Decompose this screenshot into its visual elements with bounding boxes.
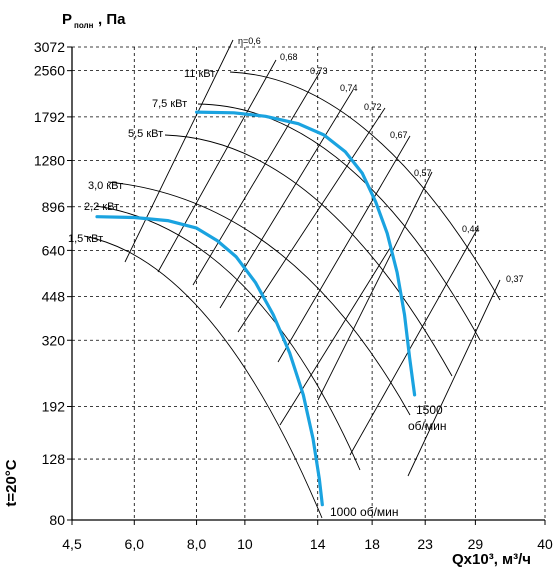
power-line — [107, 181, 411, 416]
efficiency-label: 0,72 — [364, 102, 382, 112]
y-tick-label: 320 — [42, 332, 66, 348]
x-tick-label: 6,0 — [125, 536, 145, 552]
x-tick-label: 29 — [468, 536, 484, 552]
efficiency-label: 0,37 — [506, 274, 524, 284]
y-axis-title-subscript: полн — [74, 21, 94, 30]
y-axis-title-unit: , Па — [98, 11, 126, 28]
efficiency-label: 0,57 — [414, 168, 432, 178]
y-tick-label: 80 — [49, 512, 65, 528]
speed-curve-line — [95, 215, 324, 507]
x-tick-label: 23 — [417, 536, 433, 552]
power-label: 11 кВт — [184, 68, 215, 80]
chart-grid — [71, 46, 546, 521]
y-tick-label: 128 — [42, 451, 66, 467]
power-line — [95, 205, 361, 471]
x-tick-label: 4,5 — [62, 536, 82, 552]
power-label: 2,2 кВт — [84, 201, 119, 213]
speed-label-1000: 1000 об/мин — [330, 505, 399, 519]
x-tick-label: 10 — [237, 536, 253, 552]
efficiency-line — [192, 71, 321, 286]
speed-curve-line — [195, 110, 417, 397]
y-tick-label: 2560 — [34, 63, 65, 79]
efficiency-label: 0,68 — [280, 52, 298, 62]
y-tick-label: 1280 — [34, 153, 65, 169]
x-tick-label: 40 — [537, 536, 553, 552]
temperature-label: t=20°C — [3, 459, 20, 506]
x-tick-label: 8,0 — [187, 536, 207, 552]
power-label: 5,5 кВт — [128, 128, 163, 140]
speed-label-1500-unit: об/мин — [408, 419, 446, 433]
power-line — [83, 235, 323, 519]
efficiency-label: 0,44 — [462, 224, 480, 234]
y-tick-label: 1792 — [34, 109, 65, 125]
efficiency-line — [349, 227, 479, 456]
x-tick-label: 18 — [364, 536, 380, 552]
x-axis-title: Qx10³, м³/ч — [452, 551, 531, 567]
efficiency-line — [277, 135, 411, 363]
power-label: 1,5 кВт — [68, 233, 103, 245]
power-label: 7,5 кВт — [152, 98, 187, 110]
efficiency-line — [317, 171, 433, 401]
efficiency-line — [124, 39, 234, 263]
power-lines — [83, 71, 501, 519]
y-tick-label: 640 — [42, 242, 66, 258]
efficiency-line — [407, 279, 501, 477]
efficiency-label: 0,67 — [390, 130, 408, 140]
power-label: 3,0 кВт — [88, 180, 123, 192]
efficiency-line — [219, 89, 354, 309]
efficiency-line — [279, 247, 391, 426]
y-tick-label: 192 — [42, 398, 66, 414]
performance-curves — [95, 110, 417, 507]
efficiency-label: η=0,6 — [238, 36, 261, 46]
efficiency-label: 0,74 — [340, 83, 358, 93]
efficiency-line — [237, 107, 386, 333]
chart-axes — [67, 46, 546, 525]
x-tick-label: 14 — [310, 536, 326, 552]
y-axis-title: P — [62, 11, 72, 28]
chart-labels: 4,5 6,0 8,0 10 14 18 23 29 40 80 128 192 320 448 640 89… — [3, 11, 553, 567]
y-tick-label: 3072 — [34, 39, 65, 55]
efficiency-line — [157, 59, 277, 273]
speed-label-1500: 1500 — [416, 403, 443, 417]
y-tick-label: 896 — [42, 199, 66, 215]
power-line — [229, 71, 501, 301]
power-line — [164, 134, 453, 377]
power-line — [197, 103, 481, 341]
efficiency-label: 0,73 — [310, 66, 328, 76]
y-tick-label: 448 — [42, 289, 66, 305]
